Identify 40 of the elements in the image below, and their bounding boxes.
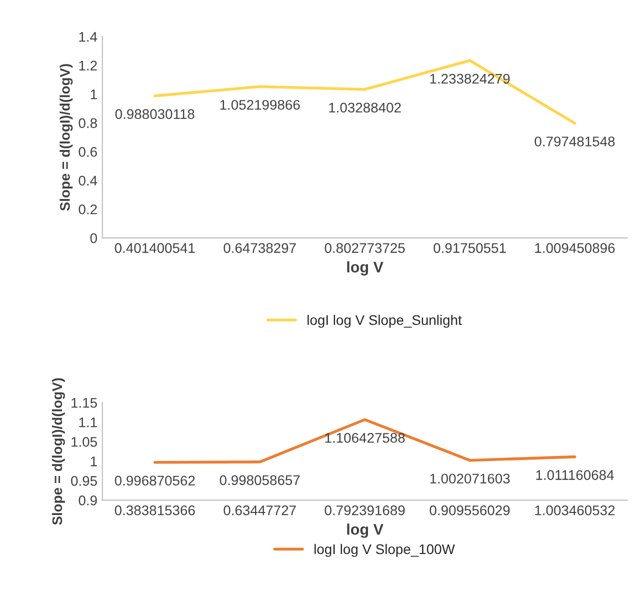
legend-label: logI log V Slope_Sunlight — [308, 314, 462, 328]
data-label: 0.797481548 — [534, 136, 615, 146]
x-tick-label: 0.63447727 — [224, 505, 296, 516]
y-tick-label: 1.4 — [79, 32, 98, 42]
y-tick-label: 0.2 — [78, 204, 97, 214]
x-tick-label: 1.003460532 — [535, 505, 615, 516]
data-label: 0.996870562 — [114, 476, 195, 486]
y-tick-label: 1.15 — [72, 398, 97, 408]
data-label: 1.052199866 — [220, 100, 300, 110]
x-axis-title: log V — [347, 524, 384, 538]
x-tick-label: 0.383815366 — [114, 505, 195, 516]
y-tick-label: 0.95 — [71, 476, 97, 486]
y-tick-label: 0.6 — [78, 146, 97, 157]
data-label: 1.002071603 — [430, 474, 510, 484]
data-label: 1.106427588 — [325, 432, 405, 443]
x-tick-label: 1.009450896 — [535, 243, 615, 253]
x-tick-label: 0.401400541 — [114, 243, 195, 253]
data-label: 1.011160684 — [536, 470, 614, 480]
x-tick-label: 0.802773725 — [324, 243, 405, 253]
x-tick-label: 0.909556029 — [430, 505, 510, 516]
y-tick-label: 0.4 — [78, 176, 98, 186]
y-tick-label: 1 — [90, 456, 97, 466]
line-series — [153, 418, 576, 464]
data-label: 0.988030118 — [115, 109, 194, 120]
data-label: 0.998058657 — [220, 475, 300, 486]
x-tick-label: 0.91750551 — [434, 243, 506, 253]
y-axis-title: Slope = d(logI)/d(logV) — [52, 378, 65, 525]
y-tick-label: 1.05 — [72, 436, 97, 447]
y-tick-label: 1.1 — [79, 418, 97, 428]
legend-label: logI log V Slope_100W — [314, 544, 455, 557]
y-tick-label: 1.2 — [79, 60, 97, 70]
y-tick-label: 0.9 — [78, 496, 97, 506]
y-tick-label: 0 — [90, 233, 97, 244]
x-tick-label: 0.792391689 — [324, 505, 405, 516]
x-tick-label: 0.64738297 — [224, 243, 296, 253]
y-tick-label: 1 — [90, 90, 97, 100]
y-axis-title: Slope = d(logI)/d(logV) — [60, 64, 73, 211]
x-axis-title: log V — [347, 261, 384, 276]
y-tick-label: 0.8 — [78, 118, 97, 128]
data-label: 1.03288402 — [329, 102, 401, 113]
